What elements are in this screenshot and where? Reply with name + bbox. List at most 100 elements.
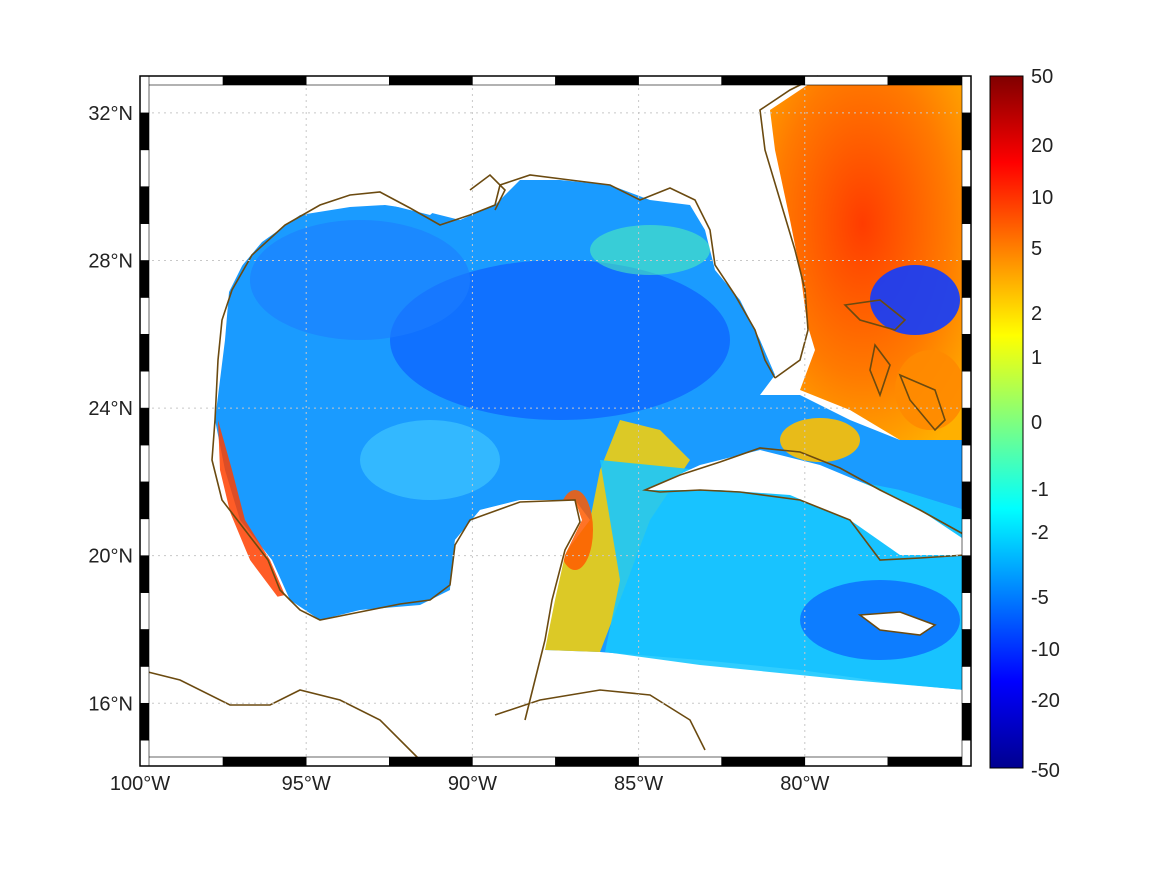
border-segment-right [961,370,972,409]
map-outline [139,75,972,767]
border-segment-left [139,592,150,630]
cuba-land [645,450,965,555]
gulf-west-dark [250,220,470,340]
jamaica-coast [857,611,937,636]
border-segment-left [139,260,150,298]
border-segment-top [305,75,390,86]
colorbar-tick-label: 50 [1031,66,1053,88]
border-segment-top [638,75,722,86]
border-segment-bottom [804,756,889,767]
colorbar-tick-label: -50 [1031,760,1060,782]
longitude-label: 85°W [614,773,663,795]
border-segment-bottom [222,756,307,767]
longitude-label: 80°W [780,773,829,795]
border-segment-left [139,149,150,187]
border-segment-right [961,297,972,335]
border-segment-right [961,149,972,187]
border-segment-top [222,75,307,86]
border-segment-right [961,444,972,483]
atlantic-field [760,80,965,440]
border-segment-left [139,186,150,224]
longitude-labels: 100°W 95°W 90°W 85°W 80°W [110,773,830,795]
colorbar-tick-label: -20 [1031,690,1060,712]
border-segment-top [388,75,473,86]
border-segment-bottom [305,756,390,767]
map-border [139,75,972,767]
border-segment-bottom [555,756,639,767]
border-segment-left [139,223,150,261]
gulf-deep-center [390,260,730,420]
border-segment-left [139,444,150,483]
border-segment-right [961,702,972,741]
border-segment-right [961,407,972,446]
atlantic-blue-eddy [870,265,960,335]
border-segment-right [961,555,972,593]
border-segment-right [961,666,972,704]
border-segment-bottom [388,756,473,767]
border-segment-bottom [139,756,224,767]
colorbar-tick-label: -5 [1031,587,1049,609]
border-segment-bottom [887,756,972,767]
border-segment-top [472,75,556,86]
mississippi-delta-coast [469,173,506,211]
jamaica-land [860,612,935,635]
mexico-land [140,76,700,690]
latitude-labels: 16°N 20°N 24°N 28°N 32°N [88,103,133,715]
honduras-coast [494,689,706,751]
border-segment-left [139,75,150,114]
border-segment-top [804,75,889,86]
colorbar-tick-label: 10 [1031,187,1053,209]
border-segment-left [139,333,150,372]
longitude-label: 95°W [282,773,331,795]
colorbar [989,75,1024,769]
border-segment-right [961,739,972,767]
border-segment-bottom [472,756,556,767]
colorbar-tick-label: 20 [1031,135,1053,157]
colorbar-tick-label: -1 [1031,479,1049,501]
latitude-label: 32°N [88,103,133,125]
border-segment-top [721,75,806,86]
border-segment-left [139,629,150,667]
central-america-coast [139,669,421,761]
border-segment-left [139,481,150,520]
border-segment-left [139,739,150,767]
colorbar-tick-label: -10 [1031,639,1060,661]
yucatan-land [440,500,582,690]
latitude-label: 20°N [88,546,133,568]
border-segment-bottom [721,756,806,767]
bahamas-coast [843,299,946,432]
bahamas-warm-patch [895,350,965,430]
border-segment-left [139,518,150,556]
central-america-land [140,690,971,766]
florida-land [660,80,815,368]
border-segment-left [139,555,150,593]
border-segment-right [961,629,972,667]
border-segment-right [961,223,972,261]
border-segment-right [961,518,972,556]
border-segment-top [555,75,639,86]
border-segment-left [139,666,150,704]
border-segment-top [887,75,972,86]
border-segment-bottom [638,756,722,767]
colorbar-tick-label: 1 [1031,347,1042,369]
gulf-cyan-patch [360,420,500,500]
border-segment-top [139,75,224,86]
latitude-label: 28°N [88,250,133,272]
border-segment-right [961,260,972,298]
florida-east-coast [759,75,819,379]
colorbar-tick-label: 5 [1031,238,1042,260]
border-segment-left [139,370,150,409]
border-segment-right [961,112,972,151]
data-field [140,76,971,766]
border-segment-right [961,75,972,114]
colorbar-tick-label: 0 [1031,412,1042,434]
gulf-north-coast [214,174,776,421]
latitude-label: 16°N [88,693,133,715]
border-segment-right [961,592,972,630]
cuba-warm-patch [780,418,860,462]
border-segment-left [139,297,150,335]
mexico-gulf-coast [211,419,581,721]
colorbar-tick-label: 2 [1031,303,1042,325]
